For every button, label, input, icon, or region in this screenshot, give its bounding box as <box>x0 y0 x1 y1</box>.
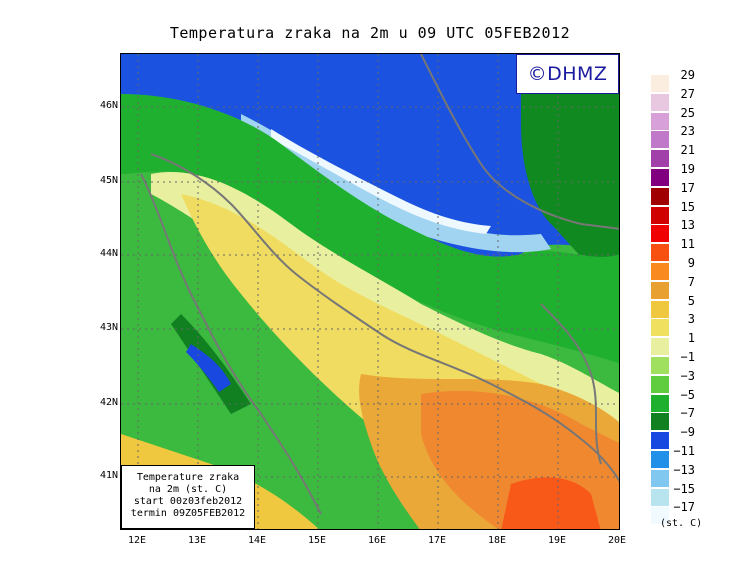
map-title: Temperatura zraka na 2m u 09 UTC 05FEB20… <box>169 24 571 42</box>
legend-swatch <box>651 187 669 205</box>
legend-label: 15 <box>680 199 695 214</box>
lon-label-15e: 15E <box>307 535 327 546</box>
dhmz-watermark: ©DHMZ <box>516 54 619 94</box>
legend-swatch <box>651 93 669 111</box>
lon-label-19e: 19E <box>547 535 567 546</box>
lon-label-14e: 14E <box>247 535 267 546</box>
legend-label: 9 <box>687 256 695 270</box>
info-line-3: start 00z03feb2012 <box>133 496 243 507</box>
legend-swatch <box>651 488 669 506</box>
legend-swatch <box>651 263 669 280</box>
legend-swatch <box>651 225 669 243</box>
legend-label: −11 <box>673 444 695 458</box>
legend-label: 23 <box>680 124 695 139</box>
forecast-info-box: Temperature zraka na 2m (st. C) start 00… <box>121 465 255 529</box>
legend-label: −7 <box>680 406 695 421</box>
legend-label: 1 <box>687 331 695 346</box>
legend-swatch <box>651 469 669 487</box>
legend-label: 19 <box>680 162 695 176</box>
lon-label-20e: 20E <box>607 535 627 546</box>
info-line-1: Temperature zraka <box>136 472 240 483</box>
legend-label: 3 <box>687 312 695 327</box>
info-line-4: termin 09Z05FEB2012 <box>130 508 246 519</box>
legend-swatch <box>651 357 669 374</box>
legend-label: 5 <box>687 293 695 308</box>
legend-swatch <box>651 169 669 186</box>
legend-swatch <box>651 394 669 412</box>
legend-swatch <box>651 413 669 431</box>
legend-label: −9 <box>680 425 695 440</box>
legend-label: 13 <box>680 218 695 233</box>
legend-label: 21 <box>680 143 695 158</box>
legend-swatch <box>651 75 669 92</box>
legend-swatch <box>651 451 669 468</box>
legend-label: −13 <box>673 462 695 477</box>
legend-swatch <box>651 338 669 356</box>
legend-swatch <box>651 432 669 450</box>
legend-swatch <box>651 131 669 149</box>
info-line-2: na 2m (st. C) <box>148 484 228 495</box>
lat-label-41n: 41N <box>99 470 118 481</box>
legend-label: −17 <box>673 500 695 515</box>
legend-swatch <box>651 507 669 525</box>
lon-label-12e: 12E <box>127 535 147 546</box>
legend-label: −15 <box>673 481 695 496</box>
temperature-field <box>121 54 619 529</box>
legend-label: 7 <box>687 274 695 289</box>
legend-unit: (st. C) <box>660 518 703 529</box>
temperature-map <box>120 53 620 530</box>
legend-swatch <box>651 281 669 299</box>
lat-label-43n: 43N <box>99 322 118 333</box>
legend-swatch <box>651 244 669 262</box>
lat-label-44n: 44N <box>99 248 118 259</box>
legend-label: 11 <box>680 237 695 252</box>
legend-label: −5 <box>680 387 695 402</box>
legend-label: −3 <box>680 368 695 383</box>
legend-label: 27 <box>680 86 695 101</box>
lon-label-16e: 16E <box>367 535 387 546</box>
legend-label: 25 <box>680 105 695 120</box>
legend-swatch <box>651 112 669 130</box>
legend-swatch <box>651 150 669 168</box>
legend-swatch <box>651 375 669 393</box>
lat-label-46n: 46N <box>99 100 118 111</box>
legend-label: 17 <box>680 180 695 195</box>
lon-label-13e: 13E <box>187 535 207 546</box>
legend-label: −1 <box>680 350 695 364</box>
legend-swatch <box>651 206 669 224</box>
lat-label-45n: 45N <box>99 175 118 186</box>
lon-label-17e: 17E <box>427 535 447 546</box>
legend-swatch <box>651 319 669 337</box>
legend-label: 29 <box>680 68 695 82</box>
lat-label-42n: 42N <box>99 397 118 408</box>
legend-swatch <box>651 300 669 318</box>
lon-label-18e: 18E <box>487 535 507 546</box>
